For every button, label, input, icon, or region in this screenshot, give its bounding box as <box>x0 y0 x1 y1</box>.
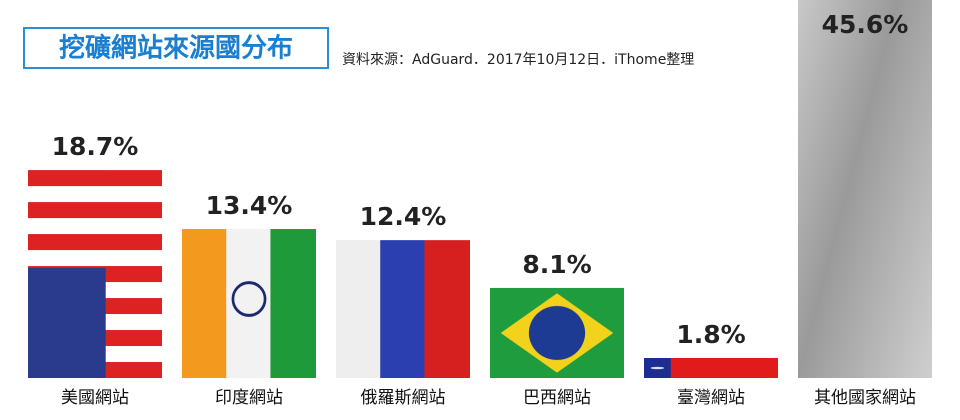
title-box <box>23 27 329 69</box>
bar <box>798 0 932 379</box>
category-label: 印度網站 <box>215 388 283 408</box>
value-label: 8.1% <box>522 250 591 279</box>
bar <box>644 357 778 378</box>
bar <box>182 229 316 378</box>
category-label: 巴西網站 <box>523 388 591 408</box>
category-label: 美國網站 <box>61 388 129 408</box>
category-label: 臺灣網站 <box>677 388 745 408</box>
chart-title: 挖礦網站來源國分布 <box>59 33 293 64</box>
value-label: 13.4% <box>206 191 293 220</box>
category-label: 俄羅斯網站 <box>361 388 446 408</box>
category-label: 其他國家網站 <box>814 388 916 408</box>
value-label: 18.7% <box>52 132 139 161</box>
bar <box>28 170 162 378</box>
chart-subtitle: 資料來源：AdGuard．2017年10月12日．iThome整理 <box>342 52 694 68</box>
bar <box>490 287 624 378</box>
value-label: 1.8% <box>676 320 745 349</box>
bar <box>336 240 470 378</box>
value-label: 45.6% <box>822 10 909 39</box>
value-label: 12.4% <box>360 202 447 231</box>
